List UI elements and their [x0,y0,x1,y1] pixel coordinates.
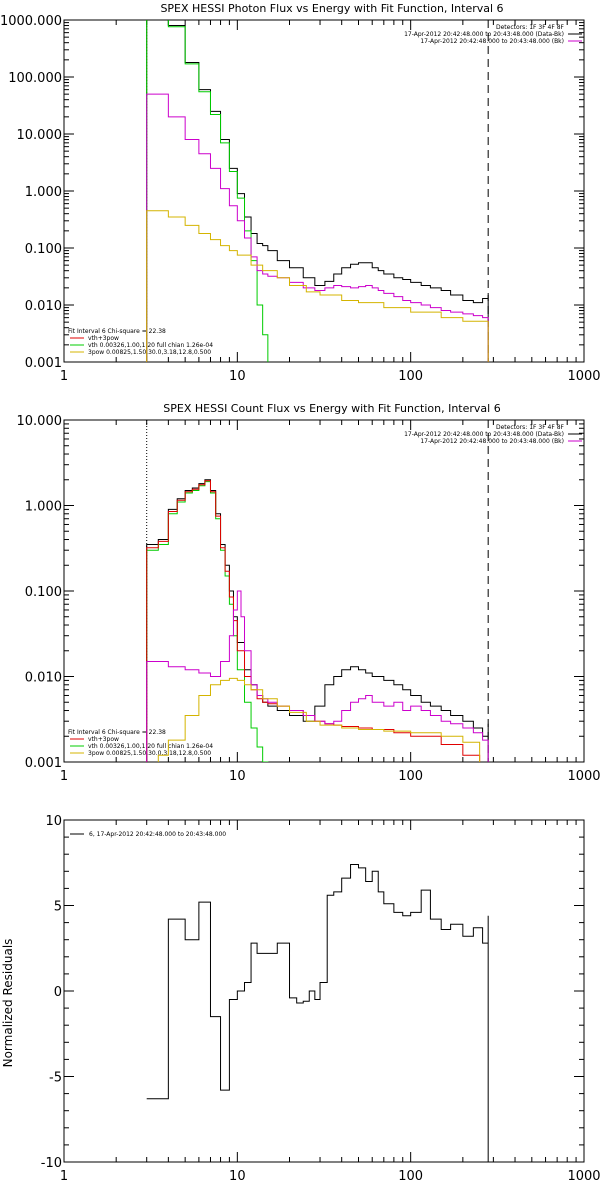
fit-info-line: vth 0.00326,1.00,1.20 full chian 1.26e-0… [88,743,213,750]
fit-info-line: vth 0.00326,1.00,1.20 full chian 1.26e-0… [88,342,213,349]
header-line: 17-Apr-2012 20:42:48.000 to 20:43:48.000… [420,438,564,445]
photon-flux-x-ticklabels: 1 10 100 1000 [60,369,600,384]
x-tick-label: 1 [60,1169,68,1184]
photon-flux-panel: SPEX HESSI Photon Flux vs Energy with Fi… [0,2,600,384]
count-flux-title: SPEX HESSI Count Flux vs Energy with Fit… [163,402,500,415]
residuals-y-ticklabels: -10 -5 0 5 10 [41,814,62,1171]
y-tick-label: -10 [41,1156,62,1171]
header-line: 17-Apr-2012 20:42:48.000 to 20:43:48.000… [420,38,564,45]
x-tick-label: 100 [398,769,423,784]
y-tick-label: 0.001 [25,756,62,771]
photon-flux-header: Detectors: 1F 3F 4F 8F 17-Apr-2012 20:42… [404,24,564,45]
x-tick-label: 10 [229,1169,246,1184]
y-tick-label: 1000.000 [0,14,62,29]
count-flux-panel: SPEX HESSI Count Flux vs Energy with Fit… [17,402,600,784]
x-tick-label: 1000 [567,1169,600,1184]
y-tick-label: 10.000 [17,414,63,429]
x-tick-label: 100 [398,1169,423,1184]
header-line: Detectors: 1F 3F 4F 8F [496,24,565,31]
x-tick-label: 1 [60,769,68,784]
residuals-x-ticklabels: 1 10 100 1000 [60,1169,600,1184]
count-flux-y-ticklabels: 0.001 0.010 0.100 1.000 10.000 [17,414,63,771]
photon-flux-series-1 [146,20,269,362]
x-tick-label: 1 [60,369,68,384]
x-tick-label: 1000 [567,369,600,384]
photon-flux-series-0 [146,20,489,362]
photon-flux-title: SPEX HESSI Photon Flux vs Energy with Fi… [160,2,503,15]
x-tick-label: 100 [398,369,423,384]
y-tick-label: 0.010 [25,299,62,314]
fit-info-line: Fit Interval 6 Chi-square = 22.38 [68,328,166,335]
count-flux-header: Detectors: 1F 3F 4F 8F 17-Apr-2012 20:42… [404,424,564,445]
x-tick-label: 10 [229,769,246,784]
photon-flux-y-ticklabels: 0.001 0.010 0.100 1.000 10.000 100.000 1000.00… [0,14,62,371]
header-line: 17-Apr-2012 20:42:48.000 to 20:43:48.000… [404,431,564,438]
y-tick-label: 0 [54,985,62,1000]
y-tick-label: 5 [54,900,62,915]
fit-info-line: vth+3pow [88,335,119,342]
y-tick-label: 0.100 [25,585,62,600]
fit-info-line: 3pow 0.00825,1.50,30.0,3.18,12.8,0.500 [88,750,211,757]
x-tick-label: 1000 [567,769,600,784]
y-tick-label: 0.100 [25,242,62,257]
y-tick-label: -5 [49,1071,62,1086]
y-tick-label: 100.000 [8,71,62,86]
y-tick-label: 1.000 [25,185,62,200]
count-flux-x-ticklabels: 1 10 100 1000 [60,769,600,784]
y-tick-label: 0.010 [25,671,62,686]
residuals-legend-text: 6, 17-Apr-2012 20:42:48.000 to 20:43:48.… [89,831,226,838]
fit-info-line: Fit Interval 6 Chi-square = 22.38 [68,729,166,736]
y-tick-label: 10 [45,814,62,829]
residuals-y-axis-label: Normalized Residuals [1,939,15,1068]
photon-flux-fit-info: Fit Interval 6 Chi-square = 22.38 vth+3p… [68,328,213,356]
residuals-series-0 [146,863,489,1162]
photon-flux-series-3 [146,210,489,362]
header-line: 17-Apr-2012 20:42:48.000 to 20:43:48.000… [404,31,564,38]
photon-flux-series-2 [146,93,489,362]
x-tick-label: 10 [229,369,246,384]
y-tick-label: 0.001 [25,356,62,371]
y-tick-label: 1.000 [25,500,62,515]
fit-info-line: vth+3pow [88,736,119,743]
count-flux-series-4 [157,677,481,762]
residuals-panel: -10 -5 0 5 10 1 10 100 1000 Normalized Residual… [1,814,600,1184]
count-flux-fit-info: Fit Interval 6 Chi-square = 22.38 vth+3p… [68,729,213,757]
header-line: Detectors: 1F 3F 4F 8F [496,424,565,431]
y-tick-label: 10.000 [17,128,63,143]
fit-info-line: 3pow 0.00825,1.50,30.0,3.18,12.8,0.500 [88,349,211,356]
